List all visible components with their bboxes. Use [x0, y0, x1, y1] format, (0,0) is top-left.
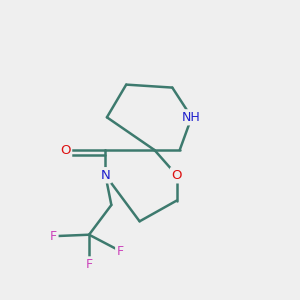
Text: F: F: [85, 258, 93, 271]
Text: NH: NH: [182, 111, 201, 124]
Text: F: F: [117, 244, 124, 258]
Text: O: O: [60, 143, 70, 157]
Text: O: O: [172, 169, 182, 182]
Text: N: N: [100, 169, 110, 182]
Text: F: F: [50, 230, 57, 243]
